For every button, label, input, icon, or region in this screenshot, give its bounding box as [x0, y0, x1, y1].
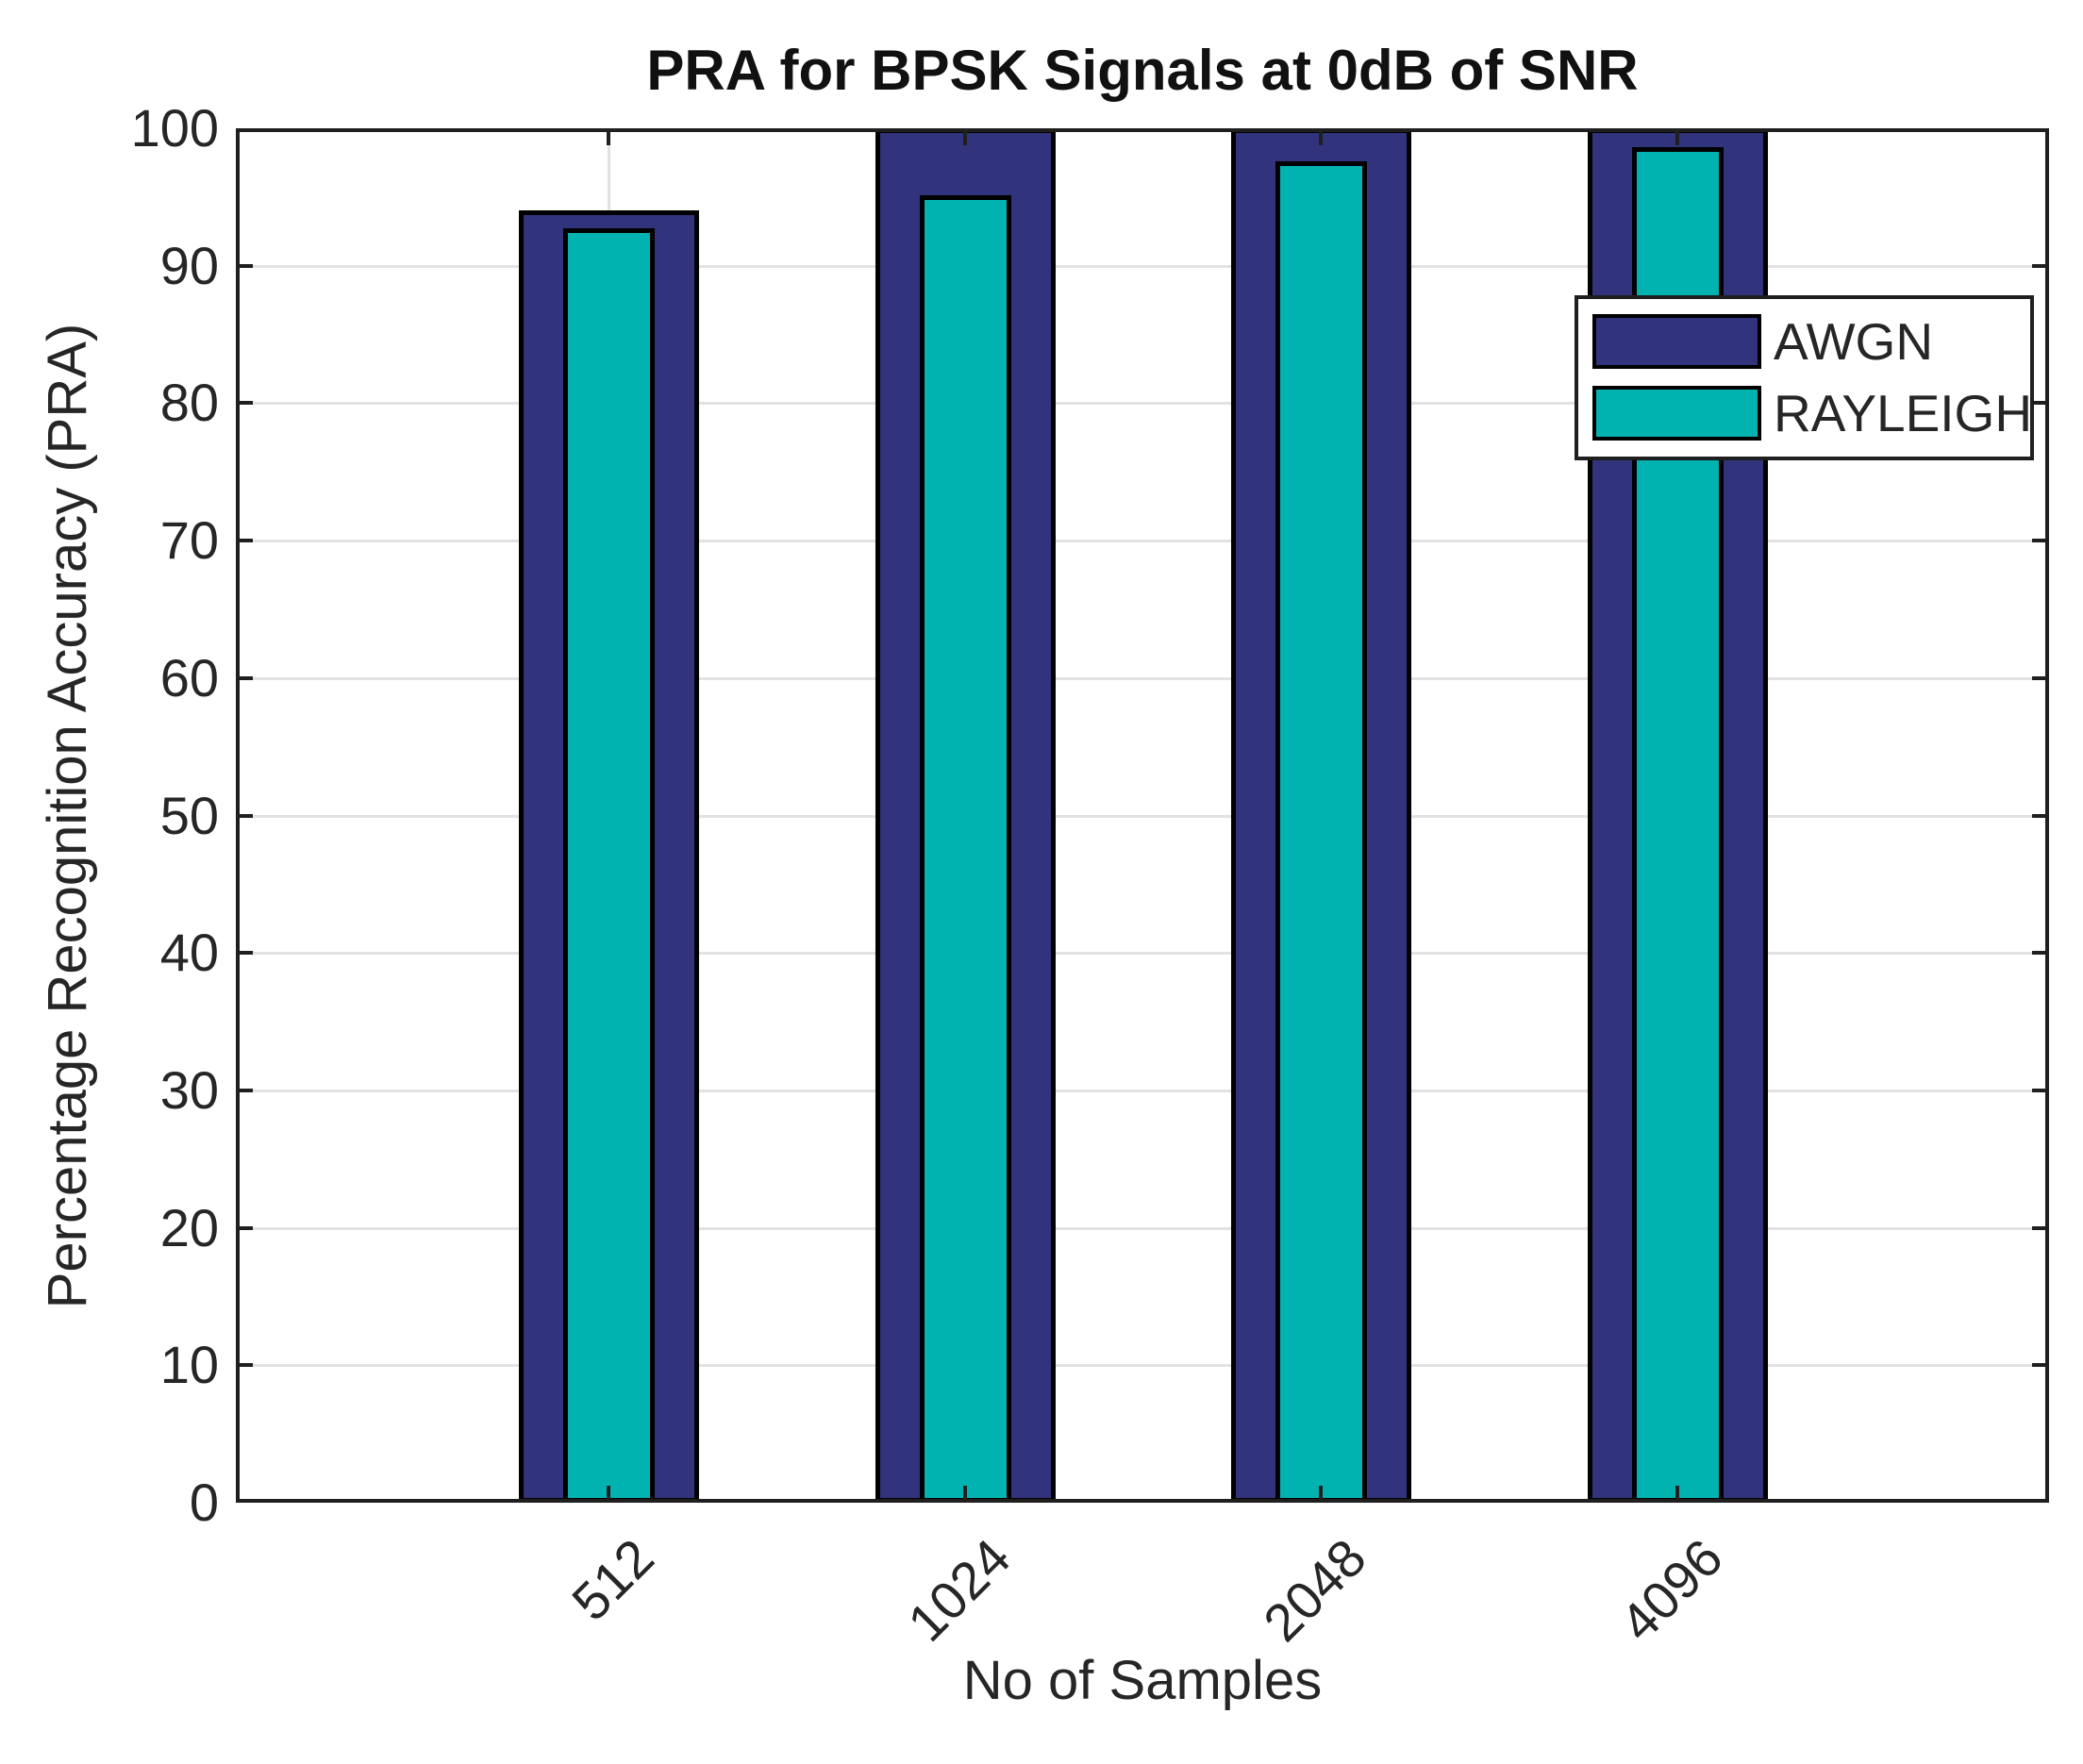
legend: AWGN RAYLEIGH [1575, 295, 2034, 460]
y-tick-label-0: 0 [189, 1473, 219, 1532]
y-tick-label-10: 10 [159, 1335, 219, 1395]
y-tick-label-50: 50 [159, 785, 219, 845]
tick-left-10 [236, 1363, 253, 1368]
tick-bottom-512 [607, 1486, 610, 1503]
tick-right-60 [2032, 675, 2049, 680]
tick-left-0 [236, 1499, 253, 1503]
tick-top-1024 [963, 128, 967, 145]
tick-left-40 [236, 951, 253, 956]
tick-right-40 [2032, 951, 2049, 956]
tick-right-0 [2032, 1499, 2049, 1503]
bar-rayleigh-512 [562, 228, 655, 1503]
y-tick-label-40: 40 [159, 923, 219, 983]
x-tick-label-4096: 4096 [1608, 1527, 1734, 1653]
tick-right-70 [2032, 539, 2049, 543]
legend-swatch-rayleigh [1592, 386, 1761, 441]
tick-top-2048 [1319, 128, 1323, 145]
tick-bottom-4096 [1675, 1486, 1679, 1503]
gridline-y-10 [236, 1364, 2049, 1368]
y-tick-label-100: 100 [130, 98, 219, 158]
y-tick-label-60: 60 [159, 647, 219, 707]
gridline-y-20 [236, 1226, 2049, 1230]
tick-left-80 [236, 401, 253, 406]
gridline-y-90 [236, 264, 2049, 268]
y-tick-label-70: 70 [159, 510, 219, 571]
tick-top-512 [607, 128, 610, 145]
tick-right-50 [2032, 813, 2049, 818]
legend-swatch-awgn [1592, 314, 1761, 369]
gridline-y-40 [236, 952, 2049, 956]
bar-rayleigh-1024 [919, 195, 1011, 1503]
plot-area: AWGN RAYLEIGH [236, 128, 2049, 1503]
gridline-y-80 [236, 402, 2049, 406]
tick-left-100 [236, 128, 253, 132]
gridline-y-70 [236, 540, 2049, 543]
x-tick-label-512: 512 [560, 1527, 665, 1632]
y-tick-label-80: 80 [159, 373, 219, 433]
tick-top-4096 [1675, 128, 1679, 145]
x-tick-label-1024: 1024 [896, 1527, 1022, 1653]
tick-right-10 [2032, 1363, 2049, 1368]
tick-right-80 [2032, 401, 2049, 406]
tick-bottom-1024 [963, 1486, 967, 1503]
y-tick-label-30: 30 [159, 1059, 219, 1120]
tick-left-30 [236, 1088, 253, 1092]
gridline-y-60 [236, 676, 2049, 680]
tick-left-90 [236, 263, 253, 268]
tick-right-20 [2032, 1225, 2049, 1230]
chart-title: PRA for BPSK Signals at 0dB of SNR [646, 39, 1639, 102]
tick-right-30 [2032, 1088, 2049, 1092]
gridline-y-30 [236, 1089, 2049, 1092]
bar-rayleigh-2048 [1275, 161, 1367, 1503]
legend-label-awgn: AWGN [1774, 312, 1934, 371]
tick-bottom-2048 [1319, 1486, 1323, 1503]
x-tick-label-2048: 2048 [1252, 1527, 1377, 1653]
tick-right-90 [2032, 263, 2049, 268]
x-axis-label: No of Samples [962, 1650, 1323, 1711]
gridline-y-50 [236, 814, 2049, 818]
y-tick-label-20: 20 [159, 1197, 219, 1257]
tick-right-100 [2032, 128, 2049, 132]
tick-left-60 [236, 675, 253, 680]
legend-label-rayleigh: RAYLEIGH [1774, 384, 2033, 442]
tick-left-20 [236, 1225, 253, 1230]
tick-left-70 [236, 539, 253, 543]
y-tick-label-90: 90 [159, 235, 219, 295]
tick-left-50 [236, 813, 253, 818]
